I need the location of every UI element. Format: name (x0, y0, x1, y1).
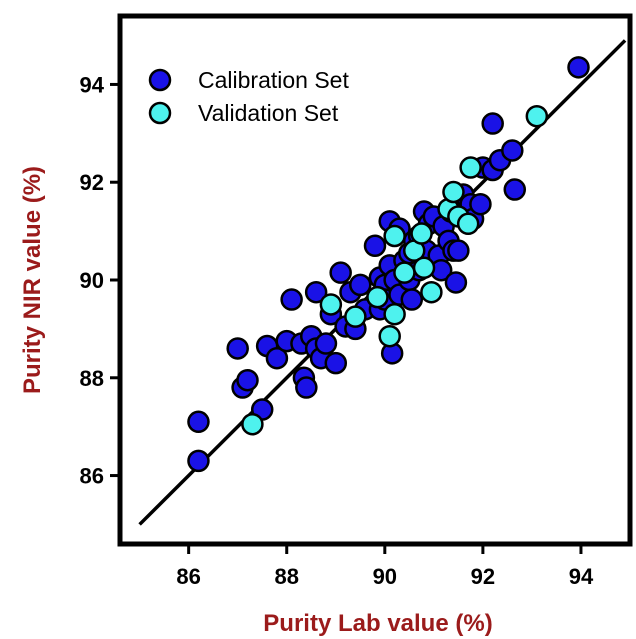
y-tick-label: 88 (80, 366, 104, 391)
calibration-point (295, 376, 318, 399)
calibration-point (329, 261, 352, 284)
calibration-point (400, 288, 424, 311)
calibration-point (265, 346, 289, 370)
validation-point (442, 180, 465, 204)
legend-marker-calibration (148, 68, 172, 92)
x-tick-label: 88 (274, 564, 298, 589)
calibration-point (469, 192, 492, 216)
calibration-point (236, 368, 259, 392)
validation-point (410, 222, 433, 245)
series-1 (241, 104, 549, 436)
legend-marker-validation (148, 101, 172, 125)
calibration-point (280, 288, 303, 311)
legend-label-validation: Validation Set (198, 100, 339, 126)
y-tick-label: 90 (80, 268, 104, 293)
calibration-point (314, 332, 338, 355)
y-tick-label: 86 (80, 464, 104, 489)
validation-point (319, 293, 343, 316)
calibration-point (187, 410, 210, 434)
calibration-point (447, 239, 470, 262)
calibration-point (363, 234, 387, 258)
legend-label-calibration: Calibration Set (198, 67, 349, 93)
calibration-point (324, 351, 348, 375)
validation-point (420, 280, 443, 304)
calibration-point (187, 449, 210, 473)
validation-point (383, 302, 406, 326)
x-axis-title: Purity Lab value (%) (263, 610, 492, 637)
x-tick-label: 94 (569, 564, 594, 589)
axis-ticks: 86 88 90 92 94 86 88 90 92 94 (80, 72, 594, 589)
plot-marks (138, 39, 627, 526)
validation-point (456, 212, 480, 236)
validation-point (241, 412, 264, 436)
y-axis-title: Purity NIR value (%) (19, 166, 46, 394)
y-tick-label: 92 (80, 170, 104, 195)
x-tick-label: 86 (176, 564, 200, 589)
calibration-point (503, 178, 527, 201)
calibration-point (304, 280, 328, 304)
legend: Calibration Set Validation Set (148, 67, 349, 126)
calibration-point (481, 112, 504, 135)
calibration-point (444, 271, 468, 294)
validation-point (459, 156, 482, 179)
x-tick-label: 90 (373, 564, 397, 589)
validation-point (412, 256, 436, 280)
calibration-point (567, 56, 590, 79)
validation-point (378, 324, 401, 348)
y-tick-label: 94 (80, 72, 105, 97)
calibration-point (226, 337, 249, 360)
validation-point (366, 285, 389, 309)
validation-point (393, 261, 416, 284)
calibration-point (349, 273, 372, 297)
x-tick-label: 92 (471, 564, 495, 589)
calibration-point (501, 139, 524, 162)
validation-point (525, 104, 549, 128)
validation-point (383, 224, 406, 248)
validation-point (344, 305, 367, 328)
